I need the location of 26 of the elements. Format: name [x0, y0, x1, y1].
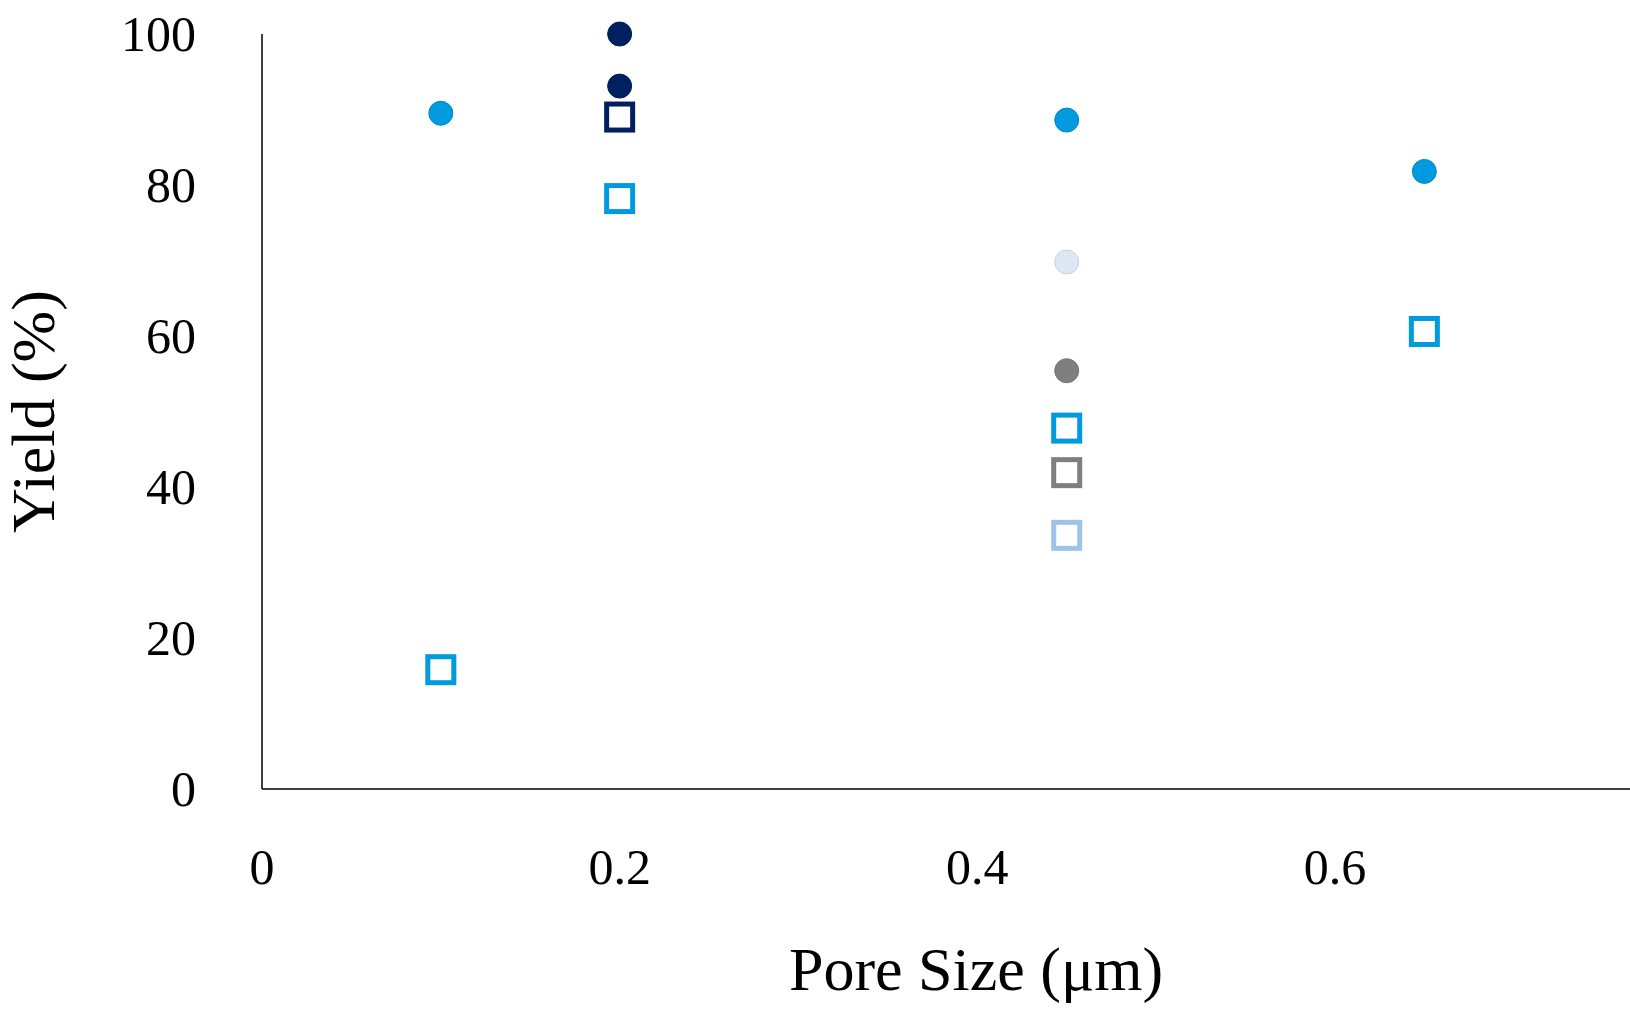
y-tick-label: 80: [146, 157, 196, 213]
point: [1051, 412, 1083, 444]
point: [1054, 358, 1080, 384]
point: [604, 183, 636, 215]
point: [1051, 519, 1083, 551]
y-tick-label: 100: [121, 6, 196, 62]
y-tick-label: 0: [171, 761, 196, 817]
point: [604, 101, 636, 133]
point: [1051, 457, 1083, 489]
y-tick-label: 60: [146, 308, 196, 364]
x-tick-label: 0.2: [588, 839, 651, 895]
y-tick-label: 40: [146, 459, 196, 515]
point: [1054, 107, 1080, 133]
x-axis-title: Pore Size (μm): [788, 935, 1164, 1004]
y-tick-label: 20: [146, 610, 196, 666]
x-tick-label: 0.6: [1303, 839, 1367, 895]
point: [1054, 249, 1080, 275]
point: [425, 654, 457, 686]
point: [1411, 158, 1437, 184]
x-tick-label: 0.4: [946, 839, 1009, 895]
x-tick-label: 0: [249, 839, 275, 895]
point: [607, 73, 633, 99]
point: [1408, 315, 1440, 347]
point: [607, 21, 633, 47]
point: [428, 100, 454, 126]
y-axis-title: Yield (%): [0, 290, 68, 533]
